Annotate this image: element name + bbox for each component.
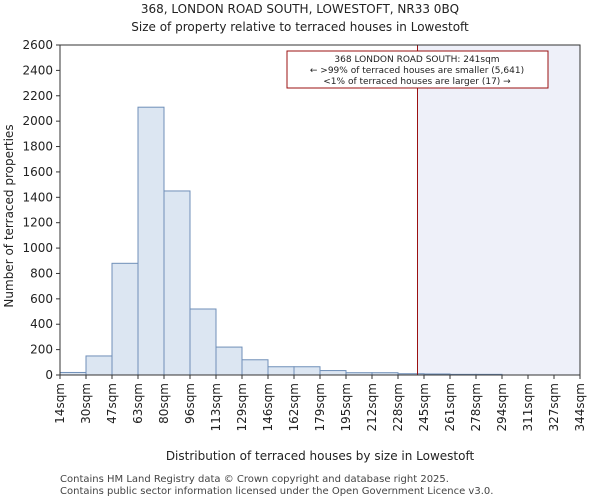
x-tick-label: 327sqm xyxy=(547,383,561,431)
histogram-bar xyxy=(111,262,139,376)
x-tick-label: 129sqm xyxy=(235,383,249,431)
y-tick-label: 2200 xyxy=(22,89,53,103)
x-tick-label: 344sqm xyxy=(573,383,587,431)
annotation-line-2: ← >99% of terraced houses are smaller (5… xyxy=(310,66,524,76)
annotation-line-3: <1% of terraced houses are larger (17) → xyxy=(323,77,511,87)
y-tick-label: 800 xyxy=(30,266,53,280)
y-tick-label: 0 xyxy=(45,368,53,382)
y-tick-label: 1800 xyxy=(22,140,53,154)
y-tick-label: 200 xyxy=(30,343,53,357)
y-tick-label: 600 xyxy=(30,292,53,306)
y-tick-label: 1600 xyxy=(22,165,53,179)
y-tick-label: 1400 xyxy=(22,190,53,204)
x-tick-label: 63sqm xyxy=(131,383,145,424)
chart-subtitle: Size of property relative to terraced ho… xyxy=(131,20,469,34)
x-tick-label: 14sqm xyxy=(53,383,67,424)
x-tick-label: 228sqm xyxy=(391,383,405,431)
y-tick-label: 1200 xyxy=(22,216,53,230)
annotation-border xyxy=(286,50,549,89)
x-tick-label: 162sqm xyxy=(287,383,301,431)
x-tick-label: 80sqm xyxy=(157,383,171,424)
histogram-bar xyxy=(241,359,269,376)
histogram-bar xyxy=(189,308,217,376)
highlight-region xyxy=(417,45,580,375)
x-tick-label: 146sqm xyxy=(261,383,275,431)
x-tick-label: 294sqm xyxy=(495,383,509,431)
y-axis-label: Number of terraced properties xyxy=(2,124,16,307)
y-tick-label: 1000 xyxy=(22,241,53,255)
x-tick-label: 245sqm xyxy=(417,383,431,431)
histogram-bar xyxy=(85,355,113,376)
x-tick-label: 113sqm xyxy=(209,383,223,431)
footer-line-1: Contains HM Land Registry data © Crown c… xyxy=(60,474,449,485)
footer-line-2: Contains public sector information licen… xyxy=(60,486,494,497)
annotation-line-1: 368 LONDON ROAD SOUTH: 241sqm xyxy=(334,55,499,65)
x-tick-label: 212sqm xyxy=(365,383,379,431)
histogram-bar xyxy=(215,346,243,376)
x-tick-label: 311sqm xyxy=(521,383,535,431)
plot-area: 0 200 400 600 800 1000 1200 1400 1600 1800 2000 220… xyxy=(22,38,587,431)
x-axis-label: Distribution of terraced houses by size … xyxy=(166,449,475,463)
histogram-bar xyxy=(319,370,347,376)
x-tick-label: 278sqm xyxy=(469,383,483,431)
annotation-box: 368 LONDON ROAD SOUTH: 241sqm ← >99% of … xyxy=(286,50,549,89)
y-tick-label: 2400 xyxy=(22,63,53,77)
chart-title: 368, LONDON ROAD SOUTH, LOWESTOFT, NR33 … xyxy=(141,2,459,16)
histogram-bar xyxy=(293,366,321,376)
x-tick-label: 261sqm xyxy=(443,383,457,431)
histogram-bar xyxy=(163,190,191,376)
x-tick-label: 96sqm xyxy=(183,383,197,424)
y-tick-label: 2000 xyxy=(22,114,53,128)
histogram-bar xyxy=(267,366,295,376)
y-tick-label: 400 xyxy=(30,317,53,331)
x-tick-label: 47sqm xyxy=(105,383,119,424)
histogram-bar xyxy=(137,106,165,376)
x-tick-label: 30sqm xyxy=(79,383,93,424)
x-tick-label: 195sqm xyxy=(339,383,353,431)
x-tick-label: 179sqm xyxy=(313,383,327,431)
y-tick-label: 2600 xyxy=(22,38,53,52)
